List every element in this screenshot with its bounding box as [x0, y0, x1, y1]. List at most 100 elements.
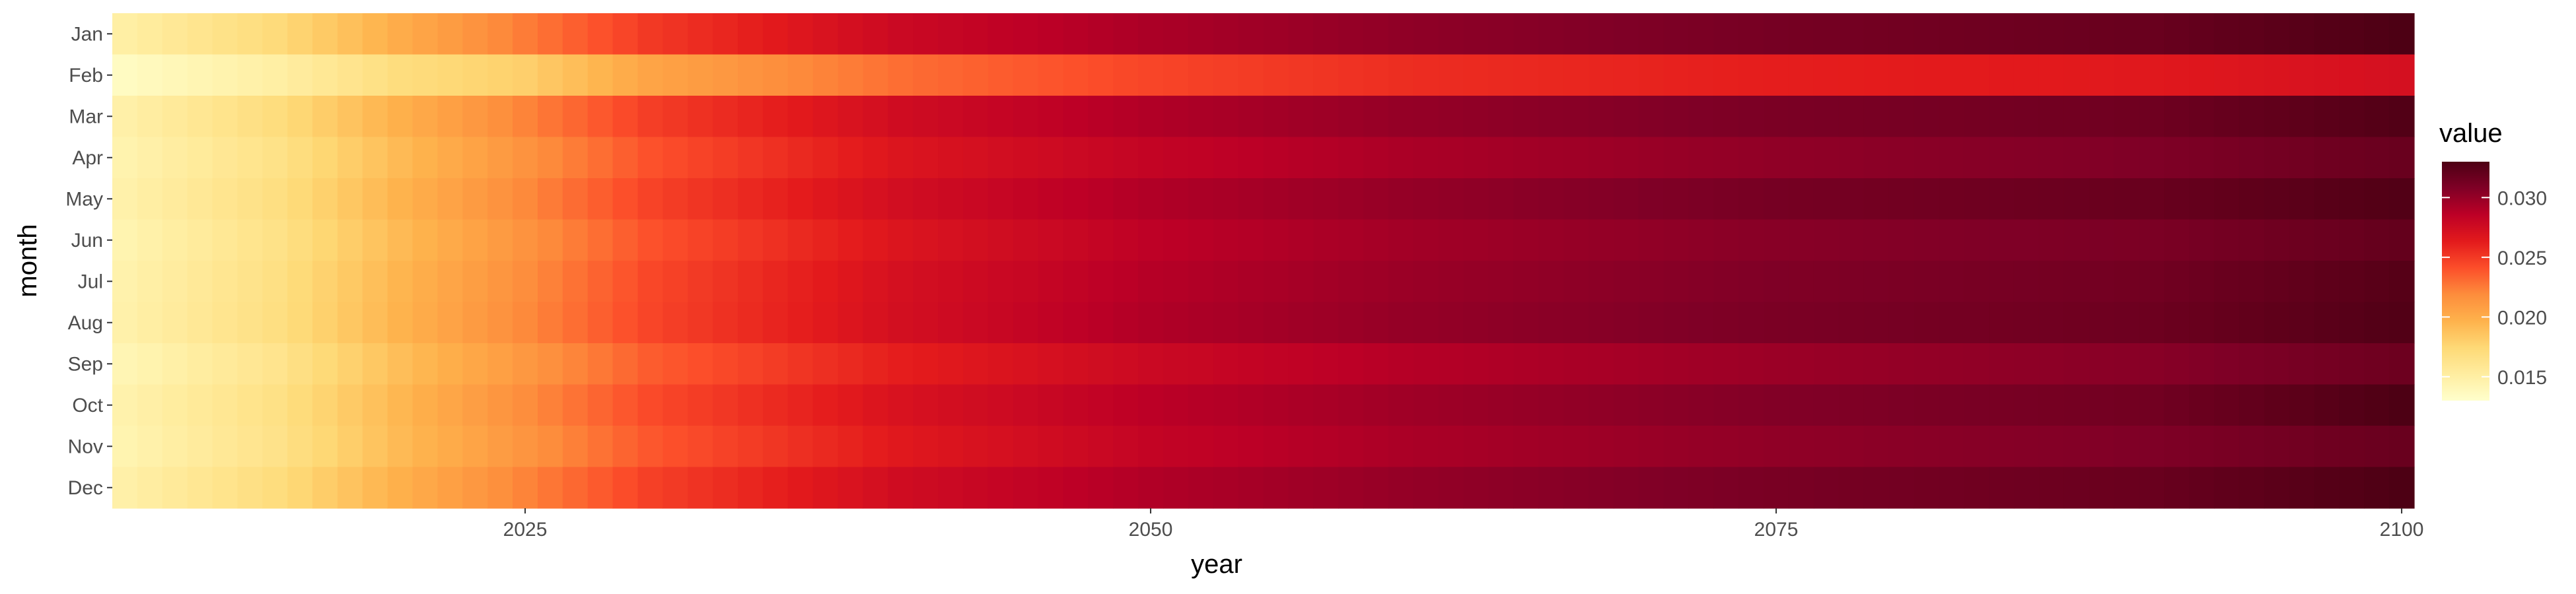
heatmap-cell	[962, 302, 989, 344]
y-tick-label: May	[65, 188, 103, 210]
heatmap-cell	[1288, 13, 1314, 55]
heatmap-cell	[1838, 302, 1865, 344]
heatmap-cell	[1588, 137, 1614, 179]
heatmap-cell	[913, 302, 939, 344]
heatmap-cell	[2238, 54, 2265, 96]
heatmap-cell	[1813, 384, 1840, 426]
heatmap-cell	[2264, 54, 2290, 96]
heatmap-cell	[1313, 426, 1339, 468]
heatmap-cell	[913, 467, 939, 509]
heatmap-cell	[2264, 178, 2290, 220]
heatmap-cell	[1488, 384, 1514, 426]
heatmap-cell	[1438, 302, 1464, 344]
heatmap-cell	[738, 467, 764, 509]
color-legend: value 0.015 0.020 0.025 0.030	[2439, 119, 2547, 401]
heatmap-cell	[487, 343, 513, 385]
heatmap-cell	[387, 137, 413, 179]
heatmap-cell	[362, 343, 388, 385]
heatmap-cell	[187, 467, 213, 509]
heatmap-cell	[2389, 54, 2415, 96]
heatmap-cell	[1588, 219, 1614, 261]
heatmap-cell	[162, 178, 188, 220]
heatmap-cell	[262, 261, 288, 303]
heatmap-cell	[187, 219, 213, 261]
heatmap-cell	[287, 54, 313, 96]
heatmap-cell	[587, 137, 614, 179]
heatmap-cell	[262, 13, 288, 55]
heatmap-cell	[738, 13, 764, 55]
heatmap-cell	[2314, 426, 2340, 468]
heatmap-cell	[287, 137, 313, 179]
heatmap-cell	[863, 54, 888, 96]
heatmap-cell	[1213, 96, 1239, 138]
heatmap-cell	[2314, 219, 2340, 261]
heatmap-cell	[1513, 384, 1539, 426]
heatmap-cell	[612, 54, 639, 96]
heatmap-cell	[1713, 261, 1739, 303]
heatmap-cell	[738, 219, 764, 261]
heatmap-cell	[262, 343, 288, 385]
heatmap-cell	[812, 343, 839, 385]
heatmap-cell	[513, 343, 538, 385]
heatmap-cell	[262, 178, 288, 220]
y-tick-label: Apr	[72, 147, 103, 169]
heatmap-cell	[1288, 219, 1314, 261]
heatmap-cell	[2114, 302, 2139, 344]
heatmap-cell	[1914, 343, 1939, 385]
heatmap-cell	[112, 384, 138, 426]
heatmap-cell	[562, 13, 589, 55]
heatmap-cell	[2339, 96, 2365, 138]
heatmap-cell	[2063, 13, 2090, 55]
heatmap-cell	[787, 302, 814, 344]
heatmap-cell	[1038, 178, 1064, 220]
heatmap-cell	[112, 426, 138, 468]
heatmap-cell	[1713, 137, 1739, 179]
heatmap-cell	[1288, 54, 1314, 96]
heatmap-cell	[812, 467, 839, 509]
heatmap-cell	[1188, 343, 1214, 385]
heatmap-cell	[1939, 13, 1964, 55]
heatmap-cell	[2089, 137, 2115, 179]
heatmap-cell	[437, 343, 463, 385]
heatmap-cell	[312, 467, 338, 509]
heatmap-cell	[1063, 467, 1089, 509]
heatmap-cell	[1964, 137, 1989, 179]
heatmap-cell	[1638, 426, 1664, 468]
heatmap-cell	[913, 137, 939, 179]
heatmap-cell	[2238, 96, 2265, 138]
heatmap-cell	[2289, 54, 2315, 96]
heatmap-cell	[412, 178, 439, 220]
heatmap-cell	[1213, 54, 1239, 96]
heatmap-cell	[1238, 13, 1264, 55]
heatmap-cell	[1888, 261, 1914, 303]
heatmap-cell	[688, 219, 713, 261]
heatmap-cell	[838, 96, 864, 138]
heatmap-cell	[1438, 137, 1464, 179]
heatmap-cell	[1338, 54, 1364, 96]
heatmap-cell	[1338, 178, 1364, 220]
legend-color-bar	[2442, 162, 2489, 401]
heatmap-cell	[1663, 302, 1690, 344]
heatmap-cell	[888, 302, 913, 344]
heatmap-cell	[2314, 384, 2340, 426]
heatmap-cell	[1788, 96, 1814, 138]
heatmap-cell	[362, 178, 388, 220]
heatmap-cell	[162, 384, 188, 426]
heatmap-cell	[487, 137, 513, 179]
heatmap-cell	[2013, 96, 2040, 138]
heatmap-cell	[587, 13, 614, 55]
heatmap-cell	[1088, 137, 1114, 179]
heatmap-cell	[1363, 426, 1389, 468]
heatmap-cell	[2238, 178, 2265, 220]
heatmap-cell	[1013, 178, 1039, 220]
heatmap-cell	[1188, 178, 1214, 220]
heatmap-cell	[1188, 384, 1214, 426]
heatmap-cell	[2289, 426, 2315, 468]
heatmap-cell	[1513, 343, 1539, 385]
heatmap-cell	[387, 302, 413, 344]
heatmap-cell	[362, 426, 388, 468]
heatmap-cell	[1989, 178, 2015, 220]
heatmap-cell	[612, 302, 639, 344]
heatmap-cell	[112, 302, 138, 344]
legend-tick-label: 0.020	[2497, 307, 2547, 329]
